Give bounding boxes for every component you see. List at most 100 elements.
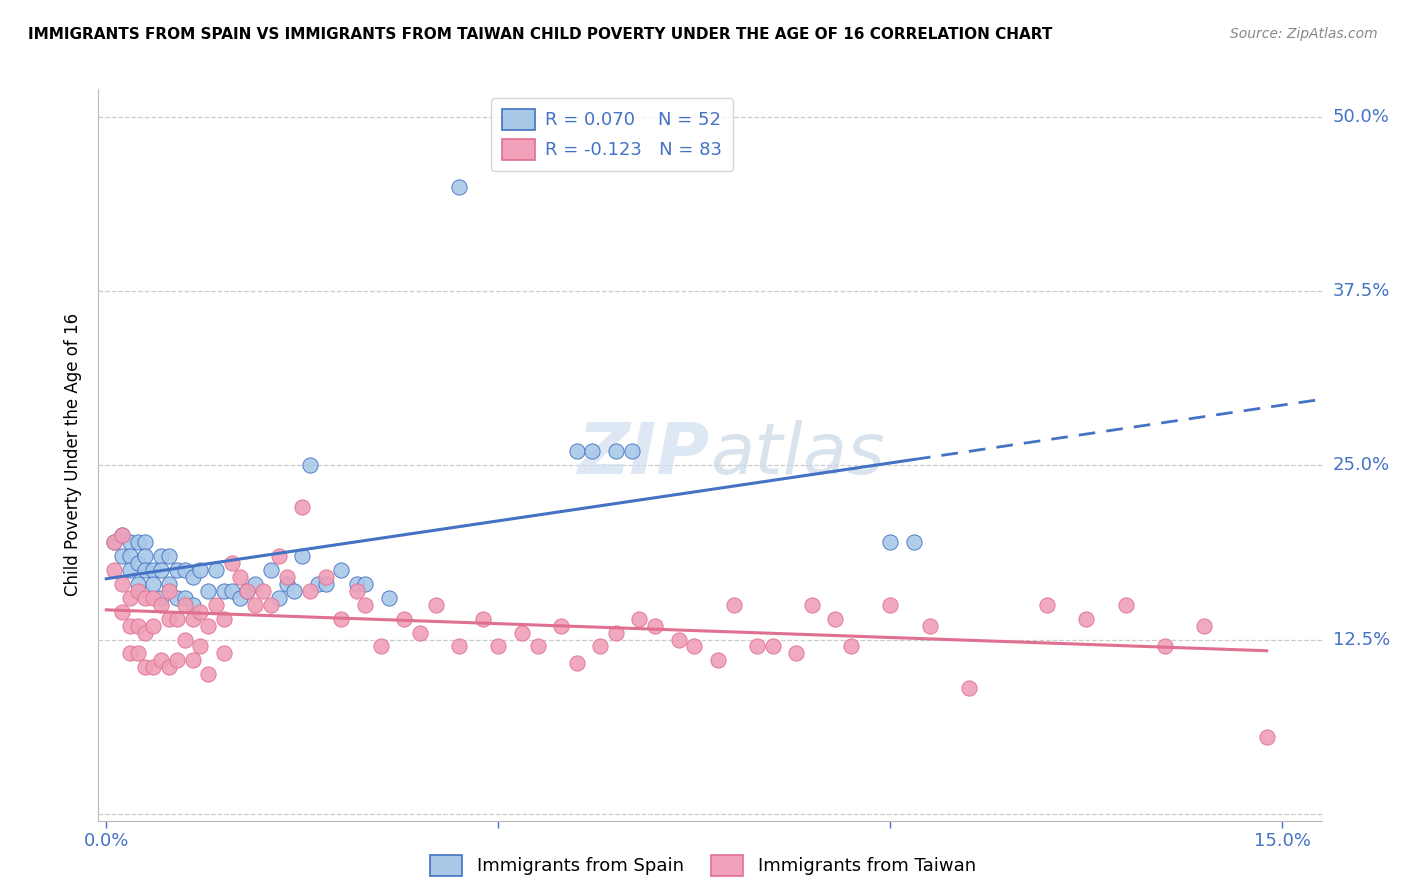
Point (197, 667, 219, 681)
Point (221, 556, 243, 570)
Point (142, 660, 165, 674)
Point (409, 625, 432, 640)
Point (565, 657, 588, 671)
Point (212, 647, 235, 661)
Point (181, 653, 204, 667)
Point (127, 556, 149, 570)
Point (166, 653, 188, 667)
Point (181, 570, 204, 584)
Point (370, 640, 392, 654)
Point (392, 612, 415, 626)
Point (245, 576, 267, 591)
Point (486, 640, 509, 654)
Point (118, 563, 141, 577)
Point (918, 618, 941, 632)
Point (425, 598, 447, 612)
Point (111, 576, 134, 591)
Point (118, 591, 141, 605)
Point (205, 598, 228, 612)
Point (212, 583, 235, 598)
Point (188, 563, 212, 577)
Text: 12.5%: 12.5% (1333, 631, 1391, 648)
Point (628, 612, 651, 626)
Point (346, 576, 368, 591)
Point (134, 563, 156, 577)
Point (166, 612, 188, 626)
Point (526, 640, 548, 654)
Point (299, 583, 322, 598)
Text: IMMIGRANTS FROM SPAIN VS IMMIGRANTS FROM TAIWAN CHILD POVERTY UNDER THE AGE OF 1: IMMIGRANTS FROM SPAIN VS IMMIGRANTS FROM… (28, 27, 1053, 42)
Point (1153, 640, 1175, 654)
Point (510, 625, 533, 640)
Point (315, 570, 337, 584)
Point (142, 618, 165, 632)
Point (903, 535, 925, 549)
Point (205, 563, 228, 577)
Point (157, 583, 180, 598)
Point (188, 640, 212, 654)
Point (565, 444, 588, 458)
Point (212, 612, 235, 626)
Point (879, 598, 901, 612)
Point (957, 681, 980, 696)
Point (267, 549, 290, 563)
Point (291, 549, 314, 563)
Point (879, 535, 901, 549)
Point (127, 535, 149, 549)
Point (118, 618, 141, 632)
Point (150, 563, 173, 577)
Point (103, 535, 125, 549)
Point (150, 591, 173, 605)
Point (197, 583, 219, 598)
Point (605, 444, 627, 458)
Point (589, 640, 612, 654)
Point (157, 549, 180, 563)
Point (134, 535, 156, 549)
Point (252, 583, 274, 598)
Point (127, 647, 149, 661)
Point (449, 640, 471, 654)
Point (668, 632, 690, 647)
Text: Source: ZipAtlas.com: Source: ZipAtlas.com (1230, 27, 1378, 41)
Point (1192, 618, 1215, 632)
Point (142, 591, 165, 605)
Legend: Immigrants from Spain, Immigrants from Taiwan: Immigrants from Spain, Immigrants from T… (423, 847, 983, 883)
Text: 50.0%: 50.0% (1333, 108, 1389, 126)
Point (173, 563, 195, 577)
Point (346, 583, 368, 598)
Point (1036, 598, 1059, 612)
Point (683, 640, 706, 654)
Point (142, 563, 165, 577)
Y-axis label: Child Poverty Under the Age of 16: Child Poverty Under the Age of 16 (65, 313, 83, 597)
Point (150, 653, 173, 667)
Text: atlas: atlas (710, 420, 884, 490)
Point (762, 640, 785, 654)
Point (134, 591, 156, 605)
Point (142, 576, 165, 591)
Point (134, 625, 156, 640)
Point (166, 563, 188, 577)
Point (228, 591, 250, 605)
Legend: R = 0.070    N = 52, R = -0.123   N = 83: R = 0.070 N = 52, R = -0.123 N = 83 (491, 98, 733, 170)
Point (118, 549, 141, 563)
Point (745, 640, 768, 654)
Point (581, 444, 603, 458)
Point (839, 640, 862, 654)
Point (118, 535, 141, 549)
Point (299, 458, 322, 473)
Point (307, 576, 329, 591)
Point (449, 179, 471, 194)
Point (157, 612, 180, 626)
Point (127, 576, 149, 591)
Point (181, 598, 204, 612)
Point (276, 576, 298, 591)
Point (785, 647, 807, 661)
Point (150, 549, 173, 563)
Point (221, 583, 243, 598)
Point (228, 570, 250, 584)
Point (157, 576, 180, 591)
Point (354, 576, 377, 591)
Point (127, 583, 149, 598)
Point (283, 583, 305, 598)
Point (103, 535, 125, 549)
